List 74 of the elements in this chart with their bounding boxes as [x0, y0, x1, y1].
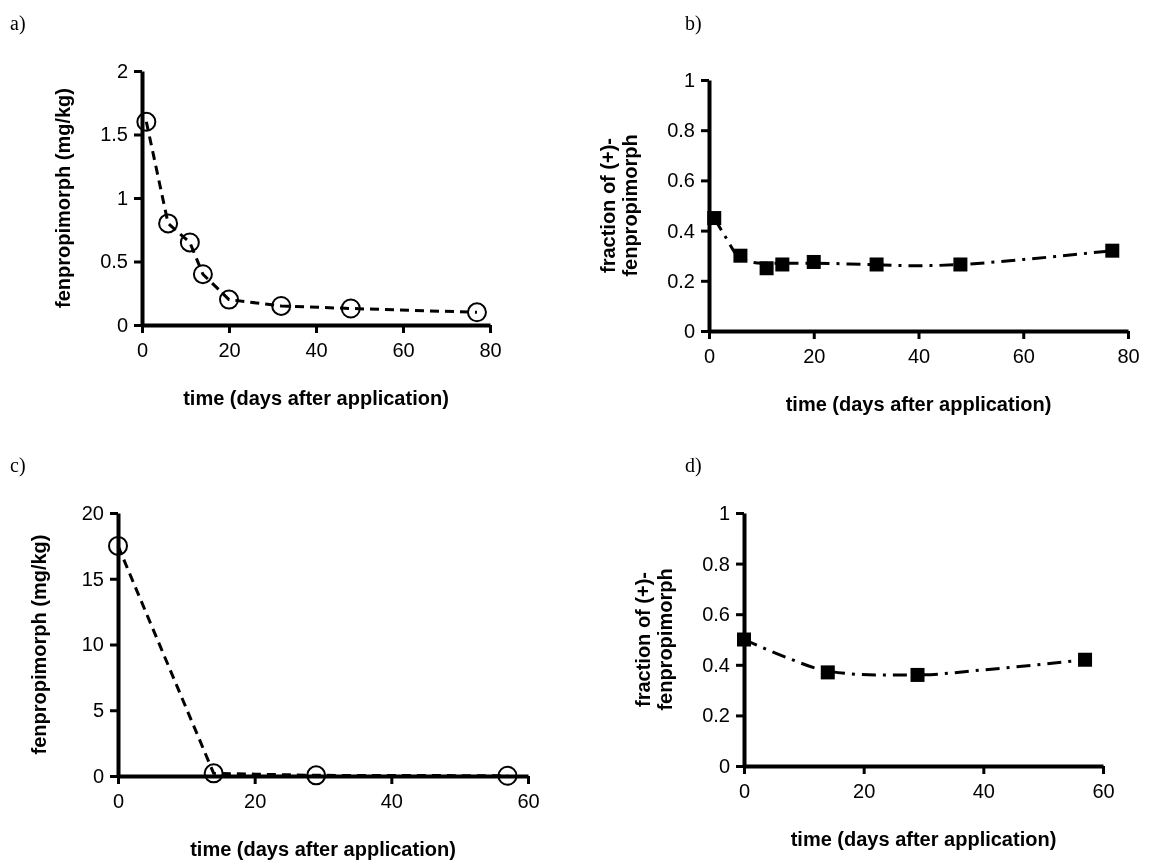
chart-title: d): [685, 454, 702, 477]
y-tick-label: 0.6: [667, 169, 695, 192]
point: [1105, 243, 1120, 258]
x-tick-label: 60: [1092, 780, 1115, 803]
y-axis-title: fenpropimorph (mg/kg): [52, 88, 74, 308]
y-tick-label: 0.6: [702, 603, 730, 626]
y-tick-label: 1: [718, 501, 730, 524]
point: [910, 667, 925, 682]
point: [497, 765, 518, 786]
point: [136, 111, 157, 132]
x-axis-title: time (days after application): [790, 828, 1057, 850]
x-tick-label: 0: [136, 339, 149, 362]
point: [306, 765, 327, 786]
point: [820, 665, 835, 680]
y-tick-label: 0: [92, 764, 104, 787]
chart-title: b): [685, 12, 702, 35]
y-axis-title: fenpropimorph (mg/kg): [28, 534, 50, 755]
point: [806, 254, 821, 269]
x-axis-title: time (days after application): [785, 393, 1052, 415]
chart-title: c): [10, 454, 26, 477]
y-axis-title: fraction of (+)-fenpropimorph: [632, 568, 676, 711]
y-tick-label: 1: [683, 68, 695, 91]
x-tick-label: 20: [853, 780, 876, 803]
y-tick-label: 20: [81, 501, 104, 524]
point: [466, 302, 487, 323]
point: [737, 632, 751, 647]
y-tick-label: 0.2: [702, 704, 730, 727]
point: [707, 211, 722, 226]
y-tick-label: 1.5: [100, 123, 128, 146]
point: [192, 264, 213, 285]
point: [775, 257, 790, 272]
x-tick-label: 60: [392, 339, 415, 362]
point: [869, 257, 884, 272]
x-tick-label: 80: [479, 339, 502, 362]
y-tick-label: 0.4: [667, 219, 695, 242]
y-tick-label: 0.8: [667, 119, 695, 142]
point: [1078, 652, 1093, 667]
y-tick-label: 2: [116, 59, 128, 82]
x-tick-label: 0: [738, 780, 751, 803]
x-tick-label: 20: [244, 790, 267, 813]
point: [158, 213, 179, 234]
y-tick-label: 0: [116, 313, 128, 336]
y-tick-label: 15: [81, 567, 104, 590]
x-tick-label: 60: [1012, 345, 1035, 368]
y-tick-label: 0: [718, 754, 730, 777]
point: [179, 232, 200, 253]
x-tick-label: 40: [380, 790, 403, 813]
y-tick-label: 0.2: [667, 269, 695, 292]
x-tick-label: 80: [1117, 345, 1140, 368]
point: [271, 295, 292, 316]
y-tick-label: 1: [116, 186, 128, 209]
y-tick-label: 0.5: [100, 250, 128, 273]
point: [203, 763, 224, 784]
x-tick-label: 60: [517, 790, 540, 813]
x-tick-label: 20: [218, 339, 241, 362]
x-tick-label: 40: [907, 345, 931, 368]
x-tick-label: 40: [972, 780, 995, 803]
y-tick-label: 10: [81, 633, 104, 656]
point: [733, 248, 748, 263]
y-tick-label: 5: [92, 699, 104, 722]
y-tick-label: 0.8: [702, 552, 730, 575]
point: [108, 535, 128, 556]
x-axis-title: time (days after application): [183, 387, 449, 409]
x-tick-label: 40: [305, 339, 328, 362]
chart-title: a): [10, 12, 26, 35]
point: [219, 289, 239, 310]
point: [953, 257, 968, 272]
y-tick-label: 0: [683, 319, 695, 342]
point: [340, 298, 361, 319]
y-tick-label: 0.4: [702, 653, 730, 676]
x-axis-title: time (days after application): [190, 838, 456, 860]
point: [759, 261, 774, 276]
y-axis-title: fraction of (+)-fenpropimorph: [597, 134, 641, 277]
x-tick-label: 20: [803, 345, 826, 368]
